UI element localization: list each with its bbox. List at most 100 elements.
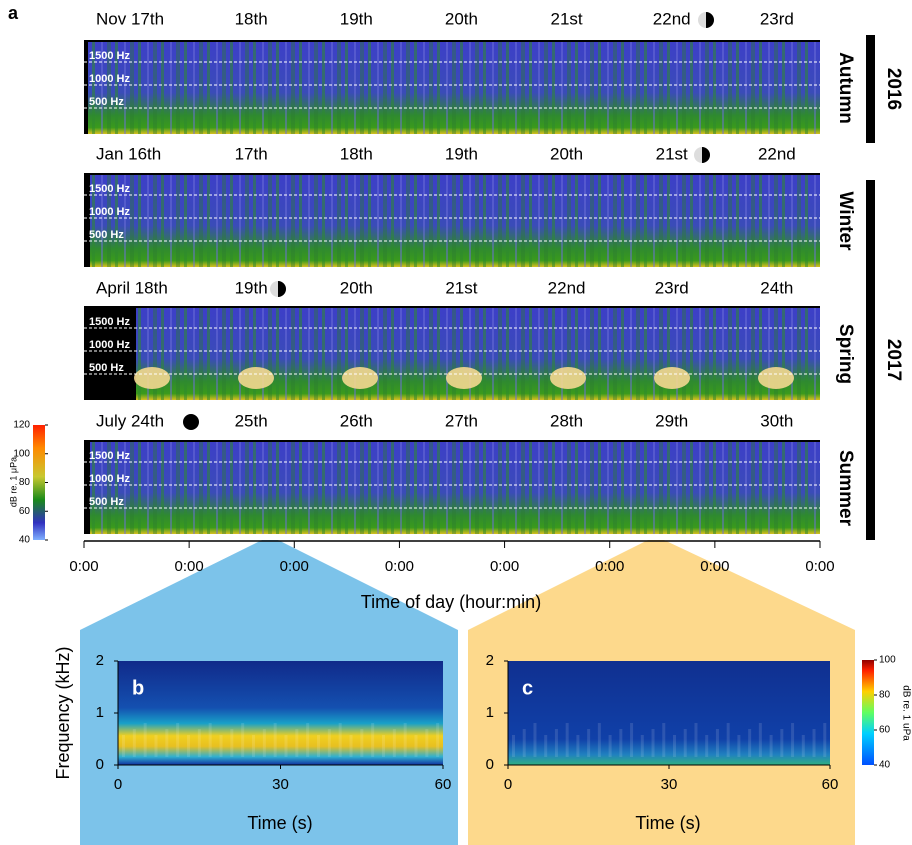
spectrogram-texture: [198, 729, 201, 757]
moon-icon: [694, 147, 710, 163]
spectrogram-texture: [544, 735, 547, 757]
spectrogram-texture: [652, 729, 655, 757]
spectrogram-texture: [84, 42, 820, 134]
spectrogram-texture: [241, 723, 244, 757]
panel-label: b: [132, 677, 144, 699]
y-tick-label: 1: [486, 704, 494, 721]
year-bar: [866, 180, 875, 540]
spectrogram-texture: [512, 735, 515, 757]
season-label: Spring: [835, 324, 856, 384]
spectrogram-texture: [587, 729, 590, 757]
date-label: 23rd: [760, 9, 794, 28]
freq-label: 1500 Hz: [89, 183, 130, 195]
spectrogram-texture: [274, 723, 277, 757]
spectrogram-texture: [122, 735, 125, 757]
spectrogram-texture: [84, 442, 820, 534]
year-label: 2016: [883, 68, 904, 110]
date-label: 19th: [235, 278, 268, 297]
date-label: 28th: [550, 411, 583, 430]
freq-label: 1500 Hz: [89, 50, 130, 62]
spectrogram-texture: [802, 735, 805, 757]
date-label: Jan 16th: [96, 144, 161, 163]
spectrogram-texture: [230, 729, 233, 757]
spectrogram-texture: [694, 723, 697, 757]
colorbar-tick-label: 40: [879, 760, 891, 771]
spectrogram-texture: [780, 729, 783, 757]
colorbar-tick-label: 80: [879, 690, 891, 701]
date-label: 25th: [235, 411, 268, 430]
y-tick-label: 2: [96, 652, 104, 669]
spectrogram-texture: [523, 729, 526, 757]
spectrogram-texture: [382, 735, 385, 757]
date-label: 30th: [760, 411, 793, 430]
date-label: 23rd: [655, 278, 689, 297]
spectrogram-texture: [748, 729, 751, 757]
spectrogram-texture: [415, 735, 418, 757]
y-tick-label: 2: [486, 652, 494, 669]
x-tick-label: 30: [661, 776, 678, 793]
spectrogram-texture: [436, 723, 439, 757]
colorbar-tick-label: 120: [13, 420, 30, 431]
chorus-blob: [550, 367, 586, 389]
freq-label: 500 Hz: [89, 229, 124, 241]
spectrogram-texture: [328, 729, 331, 757]
spectrogram-texture: [823, 723, 826, 757]
spectrogram-texture: [609, 735, 612, 757]
date-label: 21st: [656, 144, 688, 163]
x-tick-label: 0:00: [490, 558, 519, 575]
x-axis-label: Time of day (hour:min): [361, 592, 541, 612]
freq-label: 1000 Hz: [89, 339, 130, 351]
x-tick-label: 0:00: [385, 558, 414, 575]
spectrogram-texture: [144, 723, 147, 757]
chorus-blob: [342, 367, 378, 389]
spectrogram-texture: [393, 729, 396, 757]
y-tick-label: 0: [96, 756, 104, 773]
spectrogram-texture: [684, 729, 687, 757]
season-label: Autumn: [835, 52, 856, 124]
date-label: 22nd: [548, 278, 586, 297]
colorbar-tick-label: 40: [19, 535, 31, 546]
moon-icon: [183, 414, 199, 430]
spectrogram-texture: [727, 723, 730, 757]
spectrogram-texture: [770, 735, 773, 757]
date-label: 27th: [445, 411, 478, 430]
spectrogram-texture: [339, 723, 342, 757]
spectrogram-texture: [350, 735, 353, 757]
date-label: 20th: [550, 144, 583, 163]
date-label: 22nd: [653, 9, 691, 28]
spectrogram-texture: [630, 723, 633, 757]
spectrogram-texture: [84, 175, 820, 267]
x-tick-label: 0:00: [175, 558, 204, 575]
freq-label: 500 Hz: [89, 362, 124, 374]
date-label: 26th: [340, 411, 373, 430]
freq-label: 1000 Hz: [89, 73, 130, 85]
colorbar-label: dB re. 1 uPa: [900, 685, 911, 741]
spectrogram-texture: [306, 723, 309, 757]
x-tick-label: 60: [822, 776, 839, 793]
freq-label: 1500 Hz: [89, 316, 130, 328]
date-label: Nov 17th: [96, 9, 164, 28]
colorbar-tick-label: 100: [13, 448, 30, 459]
panel-label: c: [522, 677, 533, 699]
x-axis-label: Time (s): [635, 813, 700, 833]
spectrogram-texture: [404, 723, 407, 757]
spectrogram-texture: [705, 735, 708, 757]
colorbar: [862, 660, 874, 765]
moon-icon: [270, 281, 286, 297]
date-label: 20th: [445, 9, 478, 28]
spectrogram-texture: [555, 729, 558, 757]
freq-label: 1000 Hz: [89, 473, 130, 485]
date-label: 21st: [551, 9, 583, 28]
spectrogram-texture: [673, 735, 676, 757]
spectrogram-texture: [576, 735, 579, 757]
spectrogram-texture: [813, 729, 816, 757]
spectrogram-texture: [220, 735, 223, 757]
x-tick-label: 0:00: [280, 558, 309, 575]
freq-label: 500 Hz: [89, 96, 124, 108]
spectrogram-texture: [252, 735, 255, 757]
spectrogram-texture: [165, 729, 168, 757]
chorus-blob: [238, 367, 274, 389]
x-axis-label: Time (s): [247, 813, 312, 833]
x-tick-label: 60: [435, 776, 452, 793]
date-label: April 18th: [96, 278, 168, 297]
